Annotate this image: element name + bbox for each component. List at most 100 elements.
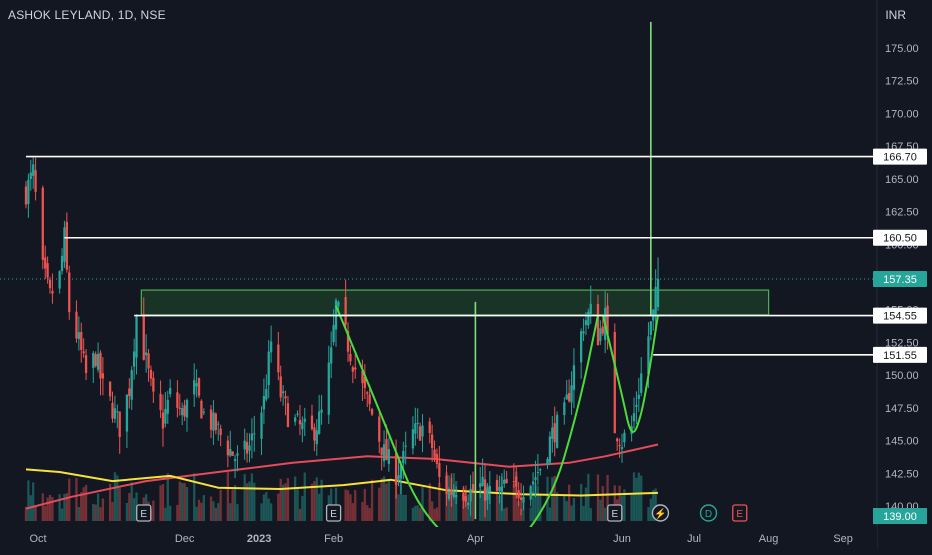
volume-bar: [637, 472, 640, 521]
volume-bar: [623, 489, 626, 521]
time-tick-label: Jun: [613, 533, 631, 545]
price-axis[interactable]: 140.00142.50145.00147.50150.00152.50155.…: [873, 0, 932, 550]
candle-body: [284, 396, 287, 399]
candle-body: [447, 491, 451, 499]
volume-bar: [34, 505, 37, 521]
candle-body: [354, 367, 357, 370]
candle-body: [277, 344, 280, 373]
candle-body: [654, 286, 657, 317]
candle-body: [159, 393, 162, 411]
candle-body: [555, 414, 559, 448]
candle-body: [219, 428, 222, 436]
earnings-marker-icon[interactable]: [325, 504, 342, 522]
candle-body: [200, 400, 203, 419]
candle-body: [60, 255, 64, 272]
earnings-marker-icon[interactable]: [136, 504, 152, 522]
volume-bar: [84, 484, 88, 521]
volume-bar: [94, 504, 97, 521]
volume-bar: [231, 489, 234, 521]
volume-bar: [635, 477, 638, 521]
volume-bar: [262, 494, 266, 521]
candle-body: [414, 423, 417, 434]
volume-bar: [229, 503, 232, 521]
candle-body: [404, 445, 407, 447]
volume-bar: [503, 508, 506, 521]
volume-bar: [366, 505, 369, 521]
candle-body: [445, 475, 448, 495]
candle-body: [584, 320, 588, 326]
volume-bar: [116, 475, 119, 521]
candle-body: [92, 353, 95, 369]
earnings-marker-icon[interactable]: [607, 504, 623, 522]
horizontal-levels-layer: [0, 155, 877, 356]
dividend-marker-icon[interactable]: [699, 504, 718, 522]
earnings-marker-icon[interactable]: [732, 504, 748, 522]
volume-bar: [118, 487, 121, 521]
candle-body: [387, 449, 391, 464]
time-tick-label: Oct: [29, 533, 46, 545]
price-tag[interactable]: [873, 148, 927, 165]
volume-bar: [82, 487, 85, 521]
candle-body: [596, 304, 600, 346]
candle-body: [231, 451, 234, 456]
price-tag-label: 154.55: [883, 311, 917, 323]
volume-bar: [580, 483, 583, 521]
volume-bar: [164, 507, 167, 521]
volume-bar: [96, 493, 100, 521]
volume-bar: [517, 501, 520, 521]
price-tick-label: 147.50: [885, 403, 919, 415]
candle-body: [435, 454, 439, 464]
split-marker-icon[interactable]: [651, 504, 670, 522]
axis-marker-tag[interactable]: [873, 508, 927, 524]
candle-body: [640, 373, 643, 393]
volume-bar: [418, 507, 422, 521]
volume-bar: [265, 492, 268, 521]
candle-body: [65, 221, 68, 270]
volume-bar: [80, 492, 83, 521]
candle-body: [185, 399, 189, 418]
candle-body: [515, 476, 518, 487]
candle-body: [248, 445, 251, 451]
volume-bar: [99, 507, 102, 521]
candle-body: [438, 463, 441, 477]
candle-body: [382, 444, 386, 462]
candle-body: [385, 439, 388, 461]
candle-body: [606, 305, 609, 335]
candle-body: [363, 377, 366, 388]
volume-bar: [640, 475, 643, 521]
time-axis[interactable]: Oct Dec 2023 Feb Apr Jun Jul Aug Sep: [0, 527, 877, 550]
candle-body: [34, 170, 37, 192]
price-tag-label: 160.50: [883, 233, 917, 245]
volume-bar: [193, 473, 196, 521]
candle-body: [253, 433, 256, 435]
volume-bar: [202, 495, 205, 521]
candle-body: [75, 311, 78, 339]
volume-bar: [652, 489, 655, 521]
volume-bar: [370, 479, 374, 521]
time-tick-label: Sep: [833, 533, 853, 545]
price-tag[interactable]: [873, 229, 927, 246]
symbol-title[interactable]: ASHOK LEYLAND, 1D, NSE: [8, 8, 166, 22]
candle-body: [48, 279, 52, 289]
price-tag[interactable]: [873, 270, 927, 287]
price-tag[interactable]: [873, 307, 927, 324]
event-markers-layer: E E E ⚡ D E: [136, 504, 748, 522]
price-tag[interactable]: [873, 346, 927, 363]
volume-bar: [354, 490, 357, 521]
candle-body: [656, 278, 660, 308]
volume-bar: [294, 476, 297, 521]
candle-body: [370, 409, 374, 415]
volume-bar: [152, 500, 155, 521]
candle-body: [152, 377, 155, 392]
volume-bar: [378, 487, 381, 521]
volume-bar: [181, 483, 184, 521]
candle-body: [32, 164, 35, 176]
volume-bar: [32, 482, 35, 521]
candle-body: [111, 402, 114, 419]
candle-body: [620, 446, 624, 450]
volume-bar: [587, 473, 590, 521]
price-tick-label: 152.50: [885, 337, 919, 349]
candle-body: [125, 394, 129, 432]
